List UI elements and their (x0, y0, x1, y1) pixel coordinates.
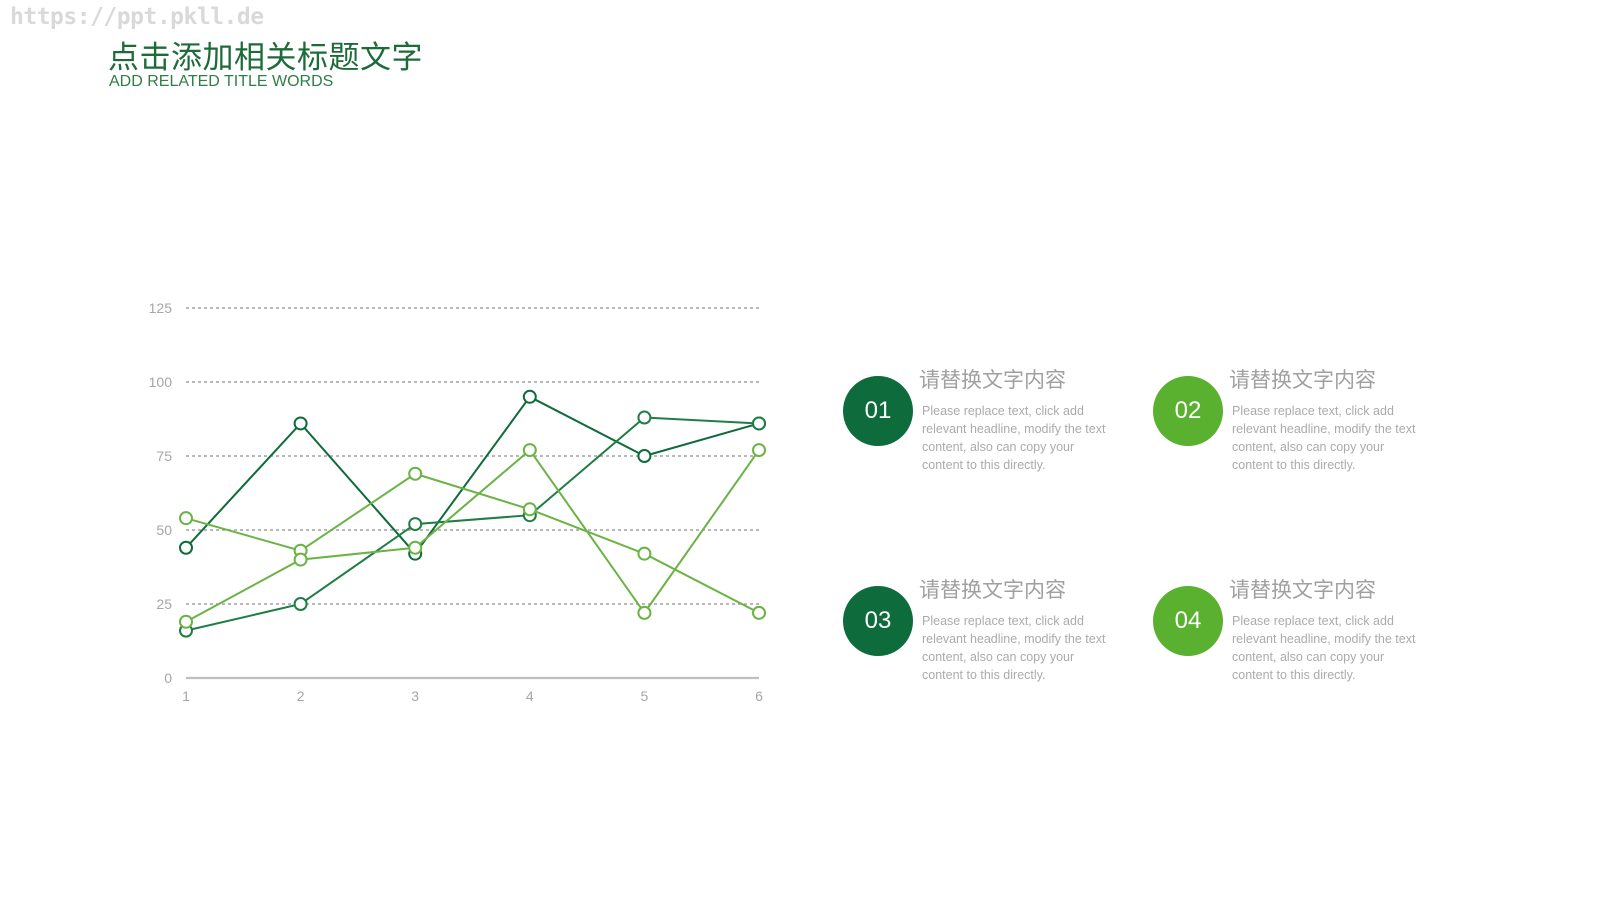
data-point (293, 597, 308, 611)
info-card-3: 03 请替换文字内容 Please replace text, click ad… (843, 578, 1143, 716)
chart-axes: 0 25 50 75 100 125 1 2 3 4 5 6 (149, 300, 763, 704)
data-point (522, 389, 537, 404)
data-point (637, 449, 652, 463)
data-point (408, 517, 423, 532)
data-point (752, 605, 766, 620)
data-point (179, 540, 193, 555)
x-tick-label: 1 (182, 688, 190, 704)
data-point (522, 443, 537, 458)
data-point (752, 443, 766, 458)
data-point (637, 605, 652, 620)
data-point (179, 511, 193, 526)
data-point (637, 546, 652, 561)
data-point (408, 540, 423, 555)
x-tick-label: 5 (641, 688, 649, 704)
page-title: 点击添加相关标题文字 (108, 40, 423, 76)
info-card-2: 02 请替换文字内容 Please replace text, click ad… (1153, 368, 1453, 506)
data-point (752, 416, 766, 431)
info-card-1: 01 请替换文字内容 Please replace text, click ad… (843, 368, 1143, 506)
series-line (185, 395, 760, 556)
card-heading: 请替换文字内容 (919, 578, 1066, 602)
number-badge: 01 (843, 376, 913, 446)
watermark-url: https://ppt.pkll.de (10, 4, 264, 30)
series-4 (179, 443, 766, 629)
y-tick-label: 50 (156, 522, 172, 538)
series-2 (179, 410, 766, 638)
y-tick-label: 25 (156, 596, 172, 612)
y-tick-label: 0 (164, 670, 172, 686)
series-line (185, 416, 760, 632)
card-body: Please replace text, click add relevant … (922, 404, 1106, 472)
data-point (179, 614, 193, 629)
data-point (293, 552, 308, 567)
data-point (293, 416, 308, 431)
x-tick-label: 3 (411, 688, 419, 704)
y-tick-label: 75 (156, 448, 172, 464)
x-tick-label: 2 (297, 688, 305, 704)
data-point (637, 410, 652, 425)
series-3 (179, 466, 766, 620)
data-point (522, 502, 537, 517)
y-tick-label: 100 (149, 374, 173, 390)
chart-grid (186, 307, 759, 605)
y-tick-label: 125 (149, 300, 173, 316)
card-body: Please replace text, click add relevant … (1232, 614, 1416, 682)
x-tick-label: 4 (526, 688, 534, 704)
number-badge: 02 (1153, 376, 1223, 446)
chart-series (179, 389, 766, 638)
info-card-4: 04 请替换文字内容 Please replace text, click ad… (1153, 578, 1453, 716)
card-heading: 请替换文字内容 (1229, 578, 1376, 602)
card-body: Please replace text, click add relevant … (1232, 404, 1416, 472)
page-subtitle: ADD RELATED TITLE WORDS (109, 73, 334, 90)
data-point (408, 466, 423, 481)
series-1 (179, 389, 766, 561)
card-heading: 请替换文字内容 (1229, 368, 1376, 392)
card-body: Please replace text, click add relevant … (922, 614, 1106, 682)
series-line (185, 472, 760, 614)
series-line (185, 448, 760, 623)
number-badge: 04 (1153, 586, 1223, 656)
number-badge: 03 (843, 586, 913, 656)
card-heading: 请替换文字内容 (919, 368, 1066, 392)
x-tick-label: 6 (755, 688, 763, 704)
